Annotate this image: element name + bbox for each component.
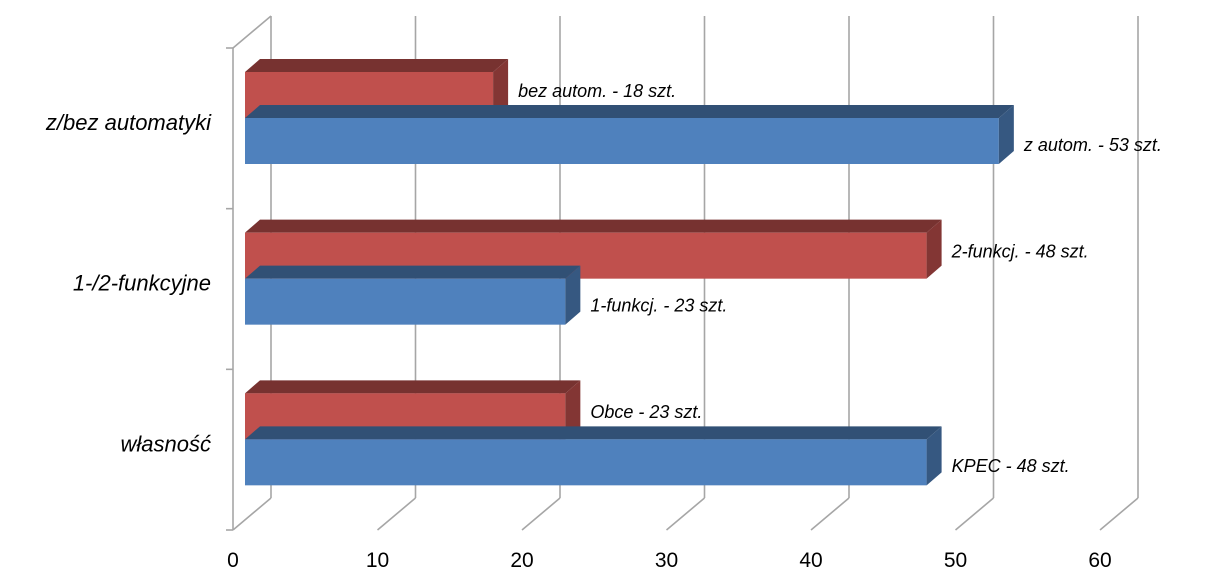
bar-top-face	[245, 265, 581, 279]
bar	[245, 265, 581, 325]
data-label: bez autom. - 18 szt.	[518, 81, 676, 101]
x-tick-label: 50	[944, 549, 967, 572]
bar-front-face	[245, 118, 999, 164]
floor-gridline	[376, 497, 417, 531]
x-tick-label: 10	[366, 549, 389, 572]
bar-side-face	[493, 59, 509, 118]
category-label: z/bez automatyki	[45, 110, 212, 135]
bar-side-face	[565, 265, 581, 325]
data-label: 2-funkcj. - 48 szt.	[951, 241, 1089, 261]
floor-gridline	[810, 497, 850, 531]
bar	[245, 426, 942, 486]
bar-side-face	[998, 105, 1014, 164]
category-label: własność	[121, 431, 211, 456]
bar-top-face	[245, 105, 1014, 118]
floor-gridline	[1099, 497, 1139, 531]
labels: 0 10 20 30 40 50 60 bez autom. - 18 szt. z autom…	[45, 81, 1162, 572]
floor-gridline	[232, 497, 272, 531]
bar	[245, 219, 942, 279]
bar-top-face	[245, 426, 942, 440]
x-tick-label: 0	[227, 549, 239, 572]
bar-side-face	[565, 380, 581, 440]
bar-front-face	[245, 439, 927, 486]
data-label: 1-funkcj. - 23 szt.	[590, 295, 727, 315]
data-label: Obce - 23 szt.	[590, 402, 702, 422]
y-axis-top-edge	[232, 15, 272, 49]
data-label: KPEC - 48 szt.	[952, 456, 1070, 476]
bar-side-face	[926, 219, 942, 279]
bar-side-face	[926, 426, 942, 486]
floor-gridline	[665, 497, 706, 531]
bars	[245, 59, 1014, 486]
category-label: 1-/2-funkcyjne	[73, 271, 211, 296]
bar-top-face	[245, 219, 942, 233]
x-tick-label: 30	[655, 549, 678, 572]
x-tick-label: 20	[510, 549, 533, 572]
data-label: z autom. - 53 szt.	[1023, 135, 1162, 155]
bar-front-face	[245, 278, 566, 325]
floor-gridline	[521, 497, 561, 531]
x-tick-label: 60	[1088, 549, 1111, 572]
bar-top-face	[245, 380, 581, 394]
x-tick-label: 40	[799, 549, 822, 572]
floor-gridline	[954, 497, 995, 531]
bar-top-face	[245, 59, 509, 72]
bar	[245, 105, 1014, 164]
